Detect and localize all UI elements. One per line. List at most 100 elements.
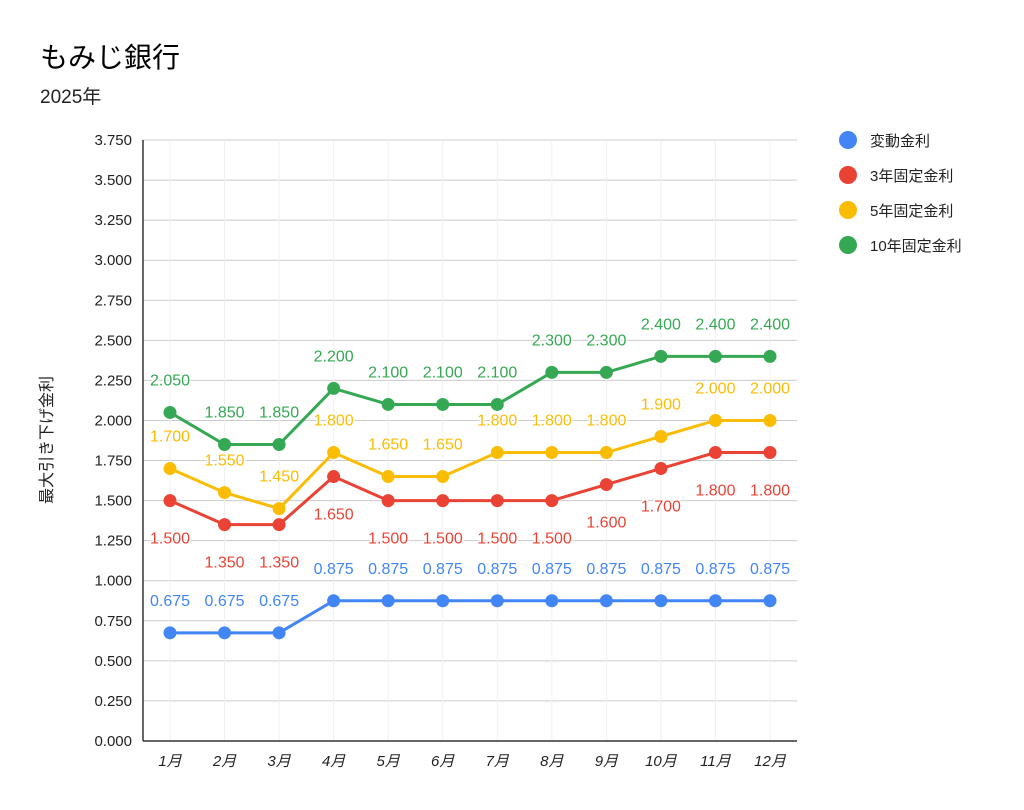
data-label: 1.850: [205, 405, 245, 422]
data-point: [163, 462, 177, 476]
data-label: 1.650: [368, 437, 408, 454]
data-label: 2.000: [750, 380, 790, 397]
y-tick-label: 2.750: [94, 292, 132, 309]
legend-label: 5年固定金利: [870, 203, 953, 220]
data-label: 1.350: [205, 555, 245, 572]
series-line-2: [169, 418, 770, 511]
data-point: [763, 413, 777, 427]
legend-marker: [839, 131, 857, 149]
data-label: 0.875: [586, 561, 626, 578]
data-label: 1.600: [586, 515, 626, 532]
x-tick-label: 9月: [595, 753, 619, 770]
data-label: 2.100: [423, 364, 463, 381]
data-label: 1.850: [259, 405, 299, 422]
data-point: [490, 594, 504, 608]
series-line-3: [169, 354, 770, 447]
y-tick-label: 3.750: [94, 132, 132, 149]
x-tick-label: 8月: [540, 753, 564, 770]
data-label: 1.650: [314, 507, 354, 524]
data-label: 0.875: [314, 561, 354, 578]
data-label: 2.050: [150, 372, 190, 389]
data-point: [545, 594, 559, 608]
data-label: 2.100: [368, 364, 408, 381]
data-label: 1.500: [532, 531, 572, 548]
data-label: 2.400: [750, 316, 790, 333]
y-tick-label: 2.500: [94, 332, 132, 349]
data-label: 1.650: [423, 437, 463, 454]
data-label: 2.300: [586, 332, 626, 349]
data-label: 1.800: [750, 483, 790, 500]
data-label: 1.900: [641, 396, 681, 413]
data-label: 1.350: [259, 555, 299, 572]
data-label: 1.800: [314, 413, 354, 430]
data-point: [218, 626, 232, 640]
x-tick-label: 11月: [700, 753, 732, 770]
data-label: 1.500: [477, 531, 517, 548]
data-point: [708, 349, 722, 363]
y-tick-label: 1.500: [94, 493, 132, 510]
y-tick-label: 3.000: [94, 252, 132, 269]
legend-label: 変動金利: [870, 133, 930, 150]
y-tick-label: 0.500: [94, 653, 132, 670]
x-tick-label: 3月: [267, 753, 291, 770]
data-label: 0.875: [477, 561, 517, 578]
data-point: [272, 502, 286, 516]
data-label: 0.875: [532, 561, 572, 578]
data-label: 1.700: [150, 429, 190, 446]
x-tick-label: 5月: [377, 753, 401, 770]
legend-label: 3年固定金利: [870, 168, 953, 185]
data-point: [708, 446, 722, 460]
y-tick-label: 2.000: [94, 412, 132, 429]
data-point: [218, 486, 232, 500]
data-point: [218, 438, 232, 452]
data-point: [545, 494, 559, 508]
data-point: [436, 397, 450, 411]
data-point: [272, 626, 286, 640]
chart-subtitle: 2025年: [40, 87, 102, 108]
data-label: 1.800: [532, 413, 572, 430]
data-label: 2.300: [532, 332, 572, 349]
series-line-1: [169, 451, 770, 527]
x-tick-label: 4月: [322, 753, 346, 770]
data-label: 0.675: [205, 593, 245, 610]
data-point: [490, 494, 504, 508]
x-tick-label: 10月: [645, 753, 678, 770]
data-label: 1.450: [259, 469, 299, 486]
data-label: 2.100: [477, 364, 517, 381]
data-point: [272, 438, 286, 452]
data-point: [163, 626, 177, 640]
y-tick-label: 3.250: [94, 212, 132, 229]
data-point: [436, 494, 450, 508]
data-point: [599, 478, 613, 492]
y-tick-label: 1.000: [94, 573, 132, 590]
data-point: [381, 494, 395, 508]
data-label: 1.700: [641, 499, 681, 516]
data-point: [436, 594, 450, 608]
y-tick-label: 2.250: [94, 372, 132, 389]
data-label: 2.400: [695, 316, 735, 333]
data-point: [545, 446, 559, 460]
y-axis-label: 最大引き下げ金利: [38, 376, 56, 504]
y-tick-label: 0.000: [94, 733, 132, 750]
y-tick-label: 1.750: [94, 453, 132, 470]
data-point: [654, 462, 668, 476]
data-point: [272, 518, 286, 532]
data-point: [163, 494, 177, 508]
y-tick-label: 3.500: [94, 172, 132, 189]
data-point: [381, 470, 395, 484]
data-point: [545, 365, 559, 379]
data-label: 1.800: [477, 413, 517, 430]
y-tick-label: 0.250: [94, 693, 132, 710]
data-label: 1.800: [586, 413, 626, 430]
x-tick-label: 7月: [486, 753, 510, 770]
data-point: [163, 405, 177, 419]
data-point: [654, 349, 668, 363]
data-point: [708, 413, 722, 427]
chart-title: もみじ銀行: [40, 42, 181, 73]
data-label: 1.500: [150, 531, 190, 548]
data-point: [327, 470, 341, 484]
data-label: 1.550: [205, 453, 245, 470]
data-point: [218, 518, 232, 532]
legend-marker: [839, 166, 857, 184]
